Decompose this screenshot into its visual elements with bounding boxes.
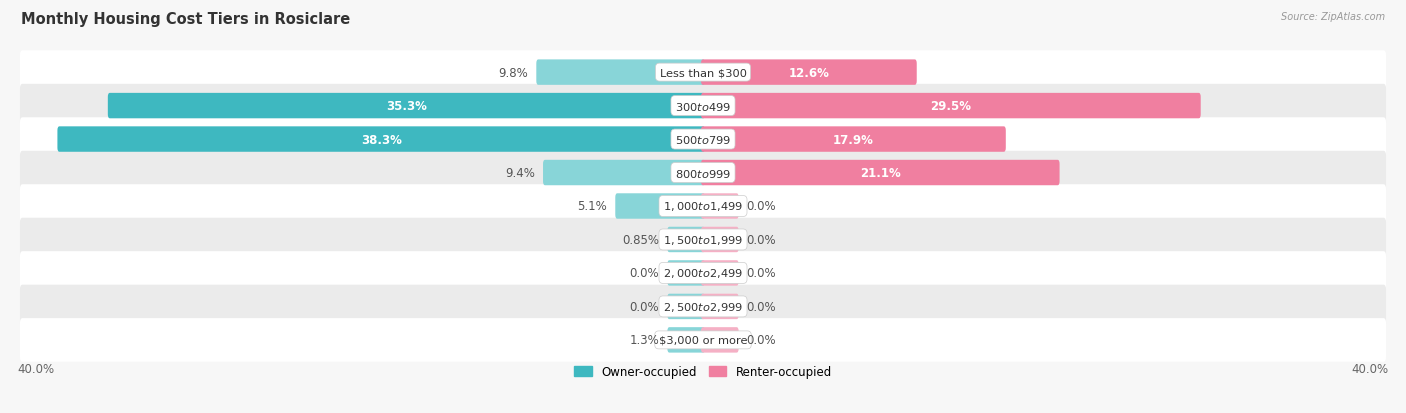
Text: 38.3%: 38.3% (361, 133, 402, 146)
Text: $1,000 to $1,499: $1,000 to $1,499 (664, 200, 742, 213)
FancyBboxPatch shape (20, 185, 1386, 228)
Legend: Owner-occupied, Renter-occupied: Owner-occupied, Renter-occupied (569, 360, 837, 383)
Text: $800 to $999: $800 to $999 (675, 167, 731, 179)
Text: 29.5%: 29.5% (931, 100, 972, 113)
FancyBboxPatch shape (20, 252, 1386, 295)
FancyBboxPatch shape (702, 127, 1005, 152)
Text: 0.0%: 0.0% (747, 267, 776, 280)
FancyBboxPatch shape (702, 94, 1201, 119)
FancyBboxPatch shape (702, 328, 738, 353)
Text: $500 to $799: $500 to $799 (675, 134, 731, 146)
Text: $1,500 to $1,999: $1,500 to $1,999 (664, 233, 742, 247)
FancyBboxPatch shape (108, 94, 704, 119)
FancyBboxPatch shape (536, 60, 704, 85)
Text: $300 to $499: $300 to $499 (675, 100, 731, 112)
FancyBboxPatch shape (20, 152, 1386, 195)
FancyBboxPatch shape (702, 194, 738, 219)
Text: 0.0%: 0.0% (747, 300, 776, 313)
FancyBboxPatch shape (668, 294, 704, 319)
FancyBboxPatch shape (20, 85, 1386, 128)
Text: Source: ZipAtlas.com: Source: ZipAtlas.com (1281, 12, 1385, 22)
Text: 0.0%: 0.0% (747, 233, 776, 247)
Text: 0.0%: 0.0% (630, 300, 659, 313)
FancyBboxPatch shape (20, 318, 1386, 362)
Text: 0.0%: 0.0% (747, 334, 776, 347)
Text: 1.3%: 1.3% (630, 334, 659, 347)
Text: $2,000 to $2,499: $2,000 to $2,499 (664, 267, 742, 280)
Text: 40.0%: 40.0% (17, 362, 55, 375)
Text: 5.1%: 5.1% (578, 200, 607, 213)
Text: Monthly Housing Cost Tiers in Rosiclare: Monthly Housing Cost Tiers in Rosiclare (21, 12, 350, 27)
FancyBboxPatch shape (616, 194, 704, 219)
Text: 0.85%: 0.85% (623, 233, 659, 247)
FancyBboxPatch shape (668, 328, 704, 353)
Text: 40.0%: 40.0% (1351, 362, 1389, 375)
FancyBboxPatch shape (668, 227, 704, 253)
FancyBboxPatch shape (20, 218, 1386, 261)
FancyBboxPatch shape (20, 118, 1386, 161)
FancyBboxPatch shape (668, 261, 704, 286)
Text: $2,500 to $2,999: $2,500 to $2,999 (664, 300, 742, 313)
Text: $3,000 or more: $3,000 or more (659, 335, 747, 345)
FancyBboxPatch shape (20, 285, 1386, 328)
Text: 0.0%: 0.0% (747, 200, 776, 213)
Text: 21.1%: 21.1% (860, 166, 901, 180)
Text: 9.4%: 9.4% (505, 166, 534, 180)
FancyBboxPatch shape (58, 127, 704, 152)
Text: 9.8%: 9.8% (499, 66, 529, 79)
FancyBboxPatch shape (702, 60, 917, 85)
FancyBboxPatch shape (702, 227, 738, 253)
Text: 35.3%: 35.3% (387, 100, 427, 113)
FancyBboxPatch shape (702, 160, 1060, 186)
Text: Less than $300: Less than $300 (659, 68, 747, 78)
Text: 17.9%: 17.9% (832, 133, 873, 146)
Text: 0.0%: 0.0% (630, 267, 659, 280)
FancyBboxPatch shape (702, 261, 738, 286)
FancyBboxPatch shape (702, 294, 738, 319)
Text: 12.6%: 12.6% (789, 66, 830, 79)
FancyBboxPatch shape (543, 160, 704, 186)
FancyBboxPatch shape (20, 51, 1386, 95)
